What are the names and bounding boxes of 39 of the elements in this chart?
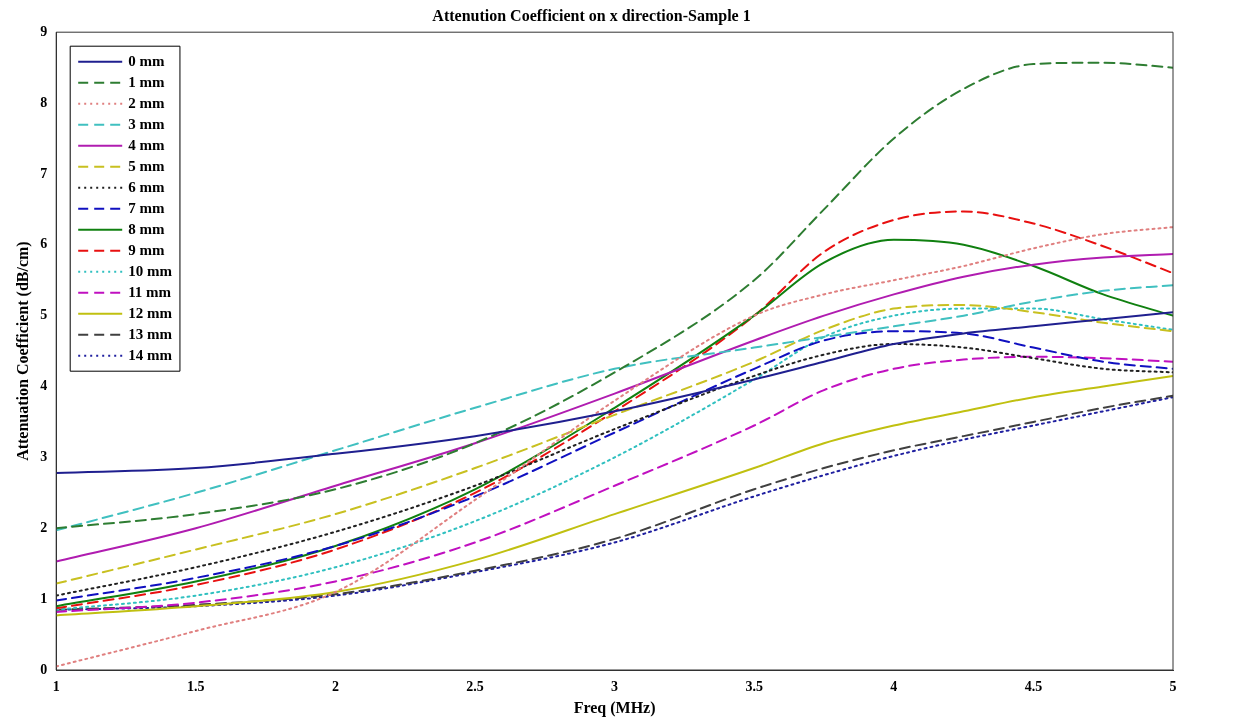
legend-label: 6 mm	[128, 178, 165, 195]
x-tick-label: 5	[1169, 679, 1177, 695]
x-tick-label: 1	[52, 679, 60, 695]
legend-label: 10 mm	[128, 262, 173, 279]
x-tick-label: 2.5	[466, 679, 484, 695]
x-tick-label: 2	[331, 679, 339, 695]
legend-label: 3 mm	[128, 115, 165, 132]
legend-label: 14 mm	[128, 346, 173, 363]
line-series	[56, 284, 1173, 532]
x-tick-label: 4	[890, 679, 898, 695]
x-axis-title: Freq (MHz)	[573, 698, 656, 717]
y-tick-label: 9	[40, 23, 48, 39]
y-tick-label: 2	[40, 519, 48, 535]
x-tick-label: 3	[611, 679, 619, 695]
y-tick-label: 4	[40, 378, 48, 394]
legend-label: 4 mm	[128, 136, 165, 153]
legend-label: 8 mm	[128, 220, 165, 237]
legend-label: 13 mm	[128, 325, 173, 342]
legend-label: 12 mm	[128, 304, 173, 321]
line-series	[56, 253, 1173, 563]
chart-title: Attenution Coefficient on x direction-Sample 1	[432, 6, 751, 25]
y-tick-label: 8	[40, 94, 48, 110]
y-axis-title: Attenuation Coefficient (dB/cm)	[13, 241, 32, 461]
legend-label: 2 mm	[128, 94, 165, 111]
x-tick-label: 1.5	[187, 679, 205, 695]
legend-label: 0 mm	[128, 52, 165, 69]
y-tick-label: 7	[40, 165, 48, 181]
y-tick-label: 0	[40, 661, 48, 677]
x-tick-label: 3.5	[745, 679, 763, 695]
y-tick-label: 6	[40, 236, 48, 252]
legend-label: 11 mm	[128, 283, 172, 300]
y-tick-label: 3	[40, 449, 48, 465]
legend-label: 1 mm	[128, 73, 165, 90]
y-tick-label: 5	[40, 307, 48, 323]
y-tick-label: 1	[40, 590, 48, 606]
x-tick-label: 4.5	[1024, 679, 1043, 695]
legend-label: 9 mm	[128, 241, 165, 258]
legend-label: 7 mm	[128, 199, 165, 216]
legend-label: 5 mm	[128, 157, 165, 174]
